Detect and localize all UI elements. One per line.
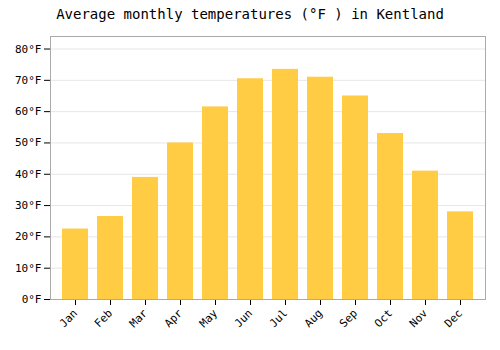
- svg-text:Sep: Sep: [337, 307, 360, 330]
- svg-text:0°F: 0°F: [22, 293, 42, 306]
- svg-text:70°F: 70°F: [15, 74, 42, 87]
- svg-text:Mar: Mar: [127, 306, 151, 330]
- svg-text:Oct: Oct: [372, 307, 395, 330]
- svg-text:Jan: Jan: [57, 307, 80, 330]
- svg-text:20°F: 20°F: [15, 230, 42, 243]
- svg-text:Feb: Feb: [92, 307, 115, 330]
- svg-text:Nov: Nov: [407, 306, 431, 330]
- svg-text:May: May: [197, 306, 221, 330]
- svg-text:Aug: Aug: [302, 307, 325, 330]
- svg-text:80°F: 80°F: [15, 43, 42, 56]
- svg-text:Apr: Apr: [162, 306, 186, 330]
- svg-text:30°F: 30°F: [15, 199, 42, 212]
- svg-text:50°F: 50°F: [15, 136, 42, 149]
- html-text:Average monthly temperatures (: Average monthly temperatures (°F ) in Ke…: [56, 6, 444, 22]
- svg-text:Dec: Dec: [442, 307, 465, 330]
- svg-text:Jun: Jun: [232, 307, 255, 330]
- svg-text:40°F: 40°F: [15, 168, 42, 181]
- svg-text:10°F: 10°F: [15, 262, 42, 275]
- svg-text:60°F: 60°F: [15, 105, 42, 118]
- svg-text:Jul: Jul: [267, 307, 290, 330]
